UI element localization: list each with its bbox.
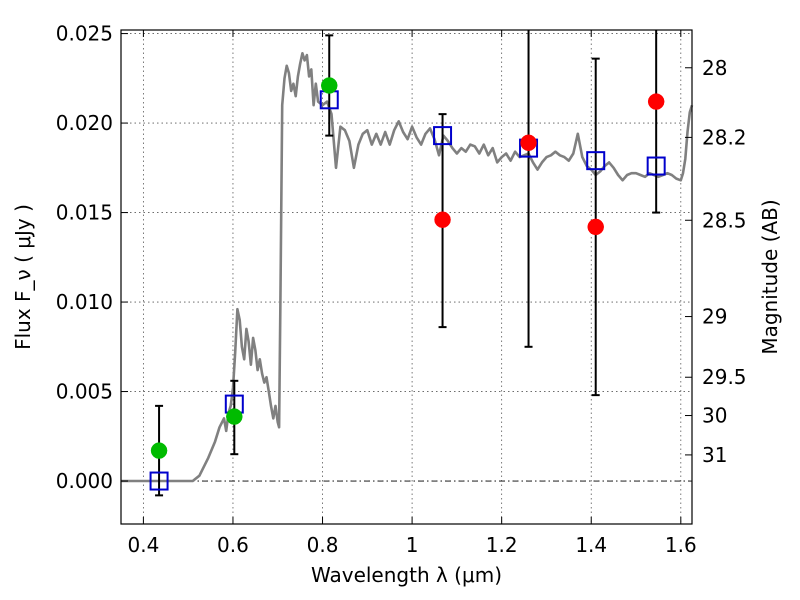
model-flux-square [586, 151, 606, 171]
x-axis-label: Wavelength λ (μm) [311, 563, 502, 587]
observed-flux-green-point [226, 408, 243, 425]
x-tick-label: 1.6 [665, 533, 697, 557]
model-flux-square [646, 156, 666, 176]
model-flux-square [433, 126, 453, 146]
observed-flux-red-point [647, 93, 665, 110]
error-bar [524, 30, 533, 348]
observed-flux-green-point [320, 77, 338, 94]
observed-flux-red-point [587, 218, 604, 236]
x-tick-label: 0.6 [217, 533, 249, 557]
y-tick-label: 0.020 [56, 111, 113, 135]
error-bar [652, 30, 661, 214]
y-tick-label: 0.015 [56, 201, 113, 225]
observed-flux-red-point [434, 211, 451, 228]
y-tick-label: 0.010 [56, 290, 113, 314]
grid-lines [121, 30, 692, 524]
axis-ticks: 0.4 0.6 0.8 1 1.2 1.4 1.6 0.000 0.005 0.010 0.015 0… [56, 22, 747, 557]
right-tick-label: 28.5 [702, 208, 747, 232]
observed-flux-red-point [520, 134, 537, 152]
model-spectrum-line [121, 51, 694, 483]
x-tick-label: 0.4 [127, 533, 159, 557]
right-axis-label: Magnitude (AB) [758, 199, 782, 354]
y-tick-label: 0.025 [56, 22, 113, 46]
right-tick-label: 29.5 [702, 365, 747, 389]
plot-area-frame [120, 29, 693, 525]
x-tick-label: 1.2 [486, 533, 518, 557]
x-tick-label: 1 [406, 533, 419, 557]
x-tick-label: 1.4 [575, 533, 607, 557]
y-axis-label: Flux F_ν ( μJy ) [11, 204, 35, 350]
right-tick-label: 31 [702, 443, 727, 467]
right-tick-label: 29 [702, 305, 727, 329]
x-tick-label: 0.8 [307, 533, 339, 557]
model-flux-square [149, 471, 169, 491]
y-tick-label: 0.000 [56, 469, 113, 493]
observed-flux-green-point [150, 442, 168, 459]
data-layer [121, 30, 694, 497]
right-tick-label: 28.2 [702, 125, 747, 149]
right-tick-label: 30 [702, 404, 727, 428]
right-tick-label: 28 [702, 56, 727, 80]
y-tick-label: 0.005 [56, 380, 113, 404]
